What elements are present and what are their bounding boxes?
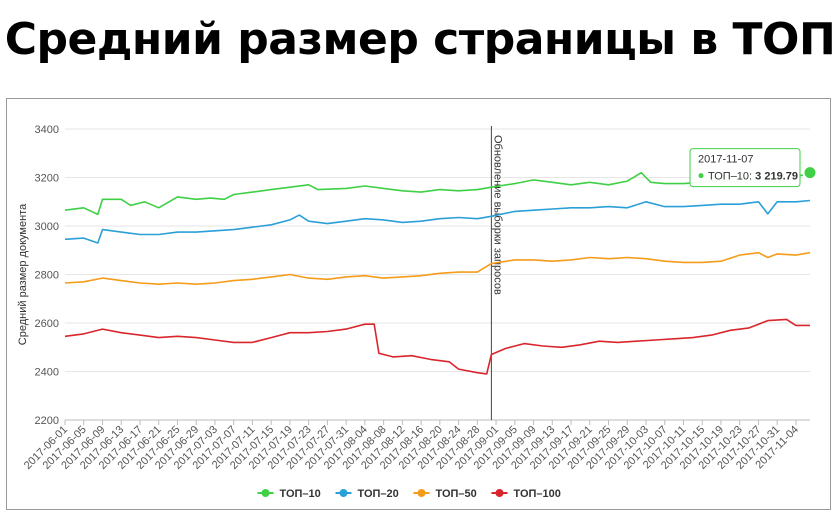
y-tick-label: 2400 bbox=[35, 367, 59, 379]
y-tick-label: 3400 bbox=[35, 124, 59, 136]
legend-item[interactable]: ТОП–100 bbox=[491, 488, 561, 500]
tooltip-marker bbox=[698, 173, 704, 179]
legend-label: ТОП–20 bbox=[358, 488, 399, 500]
y-tick-label: 2800 bbox=[35, 270, 59, 282]
gridlines bbox=[65, 128, 810, 421]
chart-frame: 2200 2400 2600 2800 3000 3200 3400 Средний разм… bbox=[6, 98, 831, 510]
series-line bbox=[64, 199, 811, 244]
legend-label: ТОП–50 bbox=[436, 488, 477, 500]
page-title: Средний размер страницы в ТОП bbox=[4, 14, 836, 65]
series-line bbox=[64, 171, 811, 216]
tooltip-layer: 2017-11-07 ТОП–10: 3 219.79 bbox=[689, 148, 818, 188]
legend: ТОП–10 ТОП–20 ТОП–50 ТОП–100 bbox=[257, 488, 561, 500]
legend-item[interactable]: ТОП–50 bbox=[413, 488, 477, 500]
legend-item[interactable]: ТОП–10 bbox=[257, 488, 321, 500]
legend-item[interactable]: ТОП–20 bbox=[335, 488, 399, 500]
y-axis: 2200 2400 2600 2800 3000 3200 3400 Средний разм… bbox=[17, 124, 59, 427]
legend-swatch-dot bbox=[339, 489, 348, 497]
legend-swatch-dot bbox=[261, 489, 270, 497]
legend-label: ТОП–10 bbox=[280, 488, 321, 500]
series-line bbox=[64, 318, 810, 375]
series-line bbox=[64, 251, 811, 285]
legend-label: ТОП–100 bbox=[514, 488, 561, 500]
tooltip-series: ТОП–10: 3 219.79 bbox=[708, 171, 798, 183]
series-lines bbox=[64, 171, 811, 375]
line-chart: 2200 2400 2600 2800 3000 3200 3400 Средний разм… bbox=[17, 124, 818, 500]
x-axis: 2017-06-012017-06-052017-06-092017-06-13… bbox=[22, 419, 810, 472]
legend-swatch-dot bbox=[495, 489, 504, 497]
highlight-point[interactable] bbox=[802, 165, 818, 181]
y-tick-label: 2600 bbox=[35, 318, 59, 330]
legend-swatch-dot bbox=[417, 489, 426, 497]
y-tick-label: 3200 bbox=[35, 173, 59, 185]
tooltip-date: 2017-11-07 bbox=[698, 154, 753, 166]
y-tick-label: 3000 bbox=[35, 221, 59, 233]
annotation-layer: Обновление выборки запросов bbox=[490, 126, 503, 420]
tooltip-box bbox=[689, 148, 801, 188]
y-axis-title: Средний размер документа bbox=[17, 203, 29, 345]
tooltip-value: 3 219.79 bbox=[755, 171, 798, 183]
y-tick-label: 2200 bbox=[35, 415, 59, 427]
